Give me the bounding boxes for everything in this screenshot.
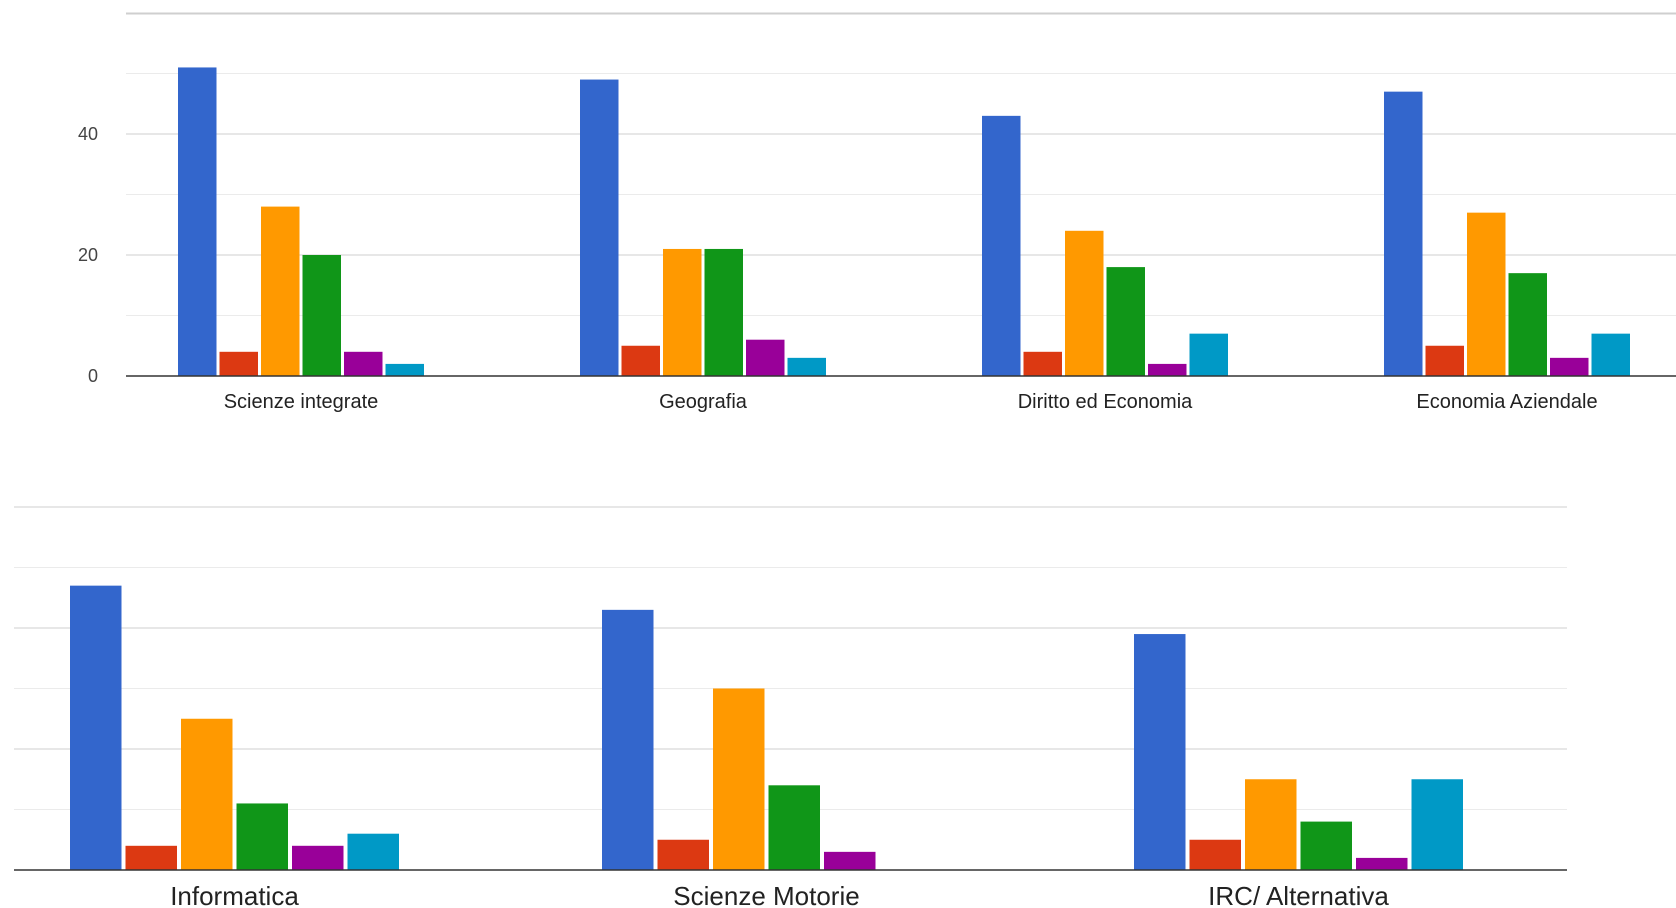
category-label: Scienze Motorie	[673, 881, 859, 908]
bar-2-series-4	[1148, 363, 1187, 376]
bar-1-series-1	[621, 345, 660, 376]
chart-bottom: Informatica Scienze Motorie IRC/ Alternati…	[14, 506, 1567, 908]
bar-2-series-2	[1245, 779, 1297, 870]
bar-0-series-0	[70, 585, 122, 870]
bar-0-series-5	[385, 363, 424, 376]
bar-0-series-0	[178, 67, 217, 376]
bar-0-series-5	[347, 833, 399, 870]
bar-1-series-3	[704, 248, 743, 376]
y-tick-label: 0	[88, 366, 98, 386]
bar-3-series-4	[1550, 357, 1589, 376]
category-label: Diritto ed Economia	[1018, 391, 1193, 413]
bar-0-series-2	[261, 206, 300, 376]
bar-0-series-2	[181, 718, 233, 870]
bar-1-series-2	[663, 248, 702, 376]
bar-1-series-0	[602, 609, 654, 870]
bar-3-series-0	[1384, 91, 1423, 377]
bar-2-series-1	[1189, 839, 1241, 870]
bar-2-series-0	[1134, 634, 1186, 870]
bar-2-series-5	[1411, 779, 1463, 870]
bar-2-series-4	[1356, 857, 1408, 870]
bar-0-series-1	[125, 845, 177, 870]
bar-1-series-4	[746, 339, 785, 376]
bar-2-series-3	[1300, 821, 1352, 870]
bar-1-series-0	[580, 79, 619, 377]
bar-0-series-1	[219, 351, 258, 376]
bar-1-series-4	[824, 851, 876, 870]
bar-3-series-2	[1467, 212, 1506, 376]
category-label: Economia Aziendale	[1416, 391, 1597, 413]
bar-0-series-3	[236, 803, 288, 870]
bar-0-series-4	[292, 845, 344, 870]
category-label: Geografia	[659, 391, 748, 413]
bar-2-series-3	[1106, 267, 1145, 376]
category-label: Scienze integrate	[224, 391, 379, 413]
y-tick-label: 40	[78, 124, 98, 144]
bar-1-series-1	[657, 839, 709, 870]
bar-1-series-2	[713, 688, 765, 870]
bar-3-series-5	[1591, 333, 1630, 376]
bar-1-series-3	[768, 785, 820, 870]
bar-3-series-3	[1508, 273, 1547, 376]
bar-3-series-1	[1425, 345, 1464, 376]
bar-0-series-4	[344, 351, 383, 376]
bar-2-series-1	[1023, 351, 1062, 376]
category-label: Informatica	[170, 881, 299, 908]
bar-0-series-3	[302, 255, 341, 376]
category-label: IRC/ Alternativa	[1208, 881, 1389, 908]
bar-2-series-0	[982, 115, 1021, 376]
chart-top: 0 20 40 Scienze integrate Geografia Diritto e…	[78, 12, 1676, 413]
bar-2-series-5	[1189, 333, 1228, 376]
bar-2-series-2	[1065, 230, 1104, 376]
y-tick-label: 20	[78, 245, 98, 265]
bar-1-series-5	[787, 357, 826, 376]
